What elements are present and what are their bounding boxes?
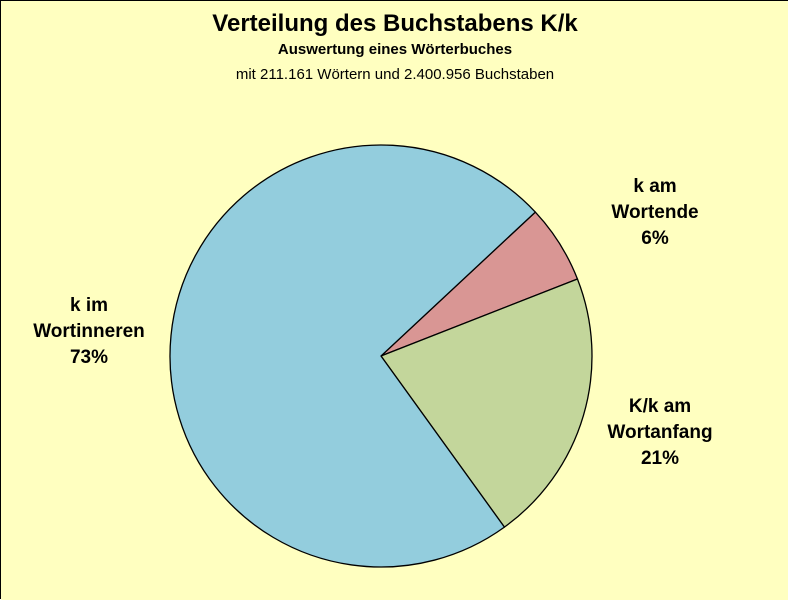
chart-title: Verteilung des Buchstabens K/k	[212, 10, 578, 37]
slice-label: k im Wortinneren 73%	[33, 295, 145, 368]
slice-label-line: K/k am	[629, 396, 691, 417]
slice-label-line: 21%	[641, 448, 679, 469]
pie-slice	[380, 278, 593, 528]
slice-label-line: k im	[70, 295, 108, 316]
slice-labels: k am Wortende 6% K/k am Wortanfang 21% k im Wor…	[33, 176, 712, 469]
slice-label: K/k am Wortanfang 21%	[607, 396, 712, 469]
slice-label-line: Wortende	[611, 202, 698, 223]
chart-subtitle: Auswertung eines Wörterbuches	[278, 41, 512, 58]
chart-subtitle-2: mit 211.161 Wörtern und 2.400.956 Buchst…	[236, 66, 554, 83]
pie-slices	[169, 144, 593, 568]
slice-label-line: k am	[633, 176, 676, 197]
slice-label-line: 6%	[641, 228, 669, 249]
slice-label: k am Wortende 6%	[611, 176, 698, 249]
slice-label-line: Wortanfang	[607, 422, 712, 443]
slice-label-line: 73%	[70, 347, 108, 368]
slice-label-line: Wortinneren	[33, 321, 145, 342]
pie-slice	[169, 144, 536, 568]
